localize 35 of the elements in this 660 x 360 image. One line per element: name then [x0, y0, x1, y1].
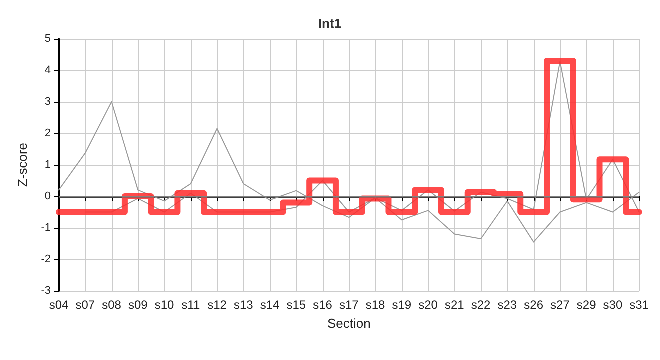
x-tick-label: s30: [603, 298, 623, 312]
x-tick-label: s18: [366, 298, 386, 312]
x-tick-label: s21: [444, 298, 465, 312]
y-tick-label: -1: [41, 222, 51, 234]
x-tick-label: s17: [339, 298, 360, 312]
x-tick-label: s16: [313, 298, 333, 312]
y-tick-label: 0: [44, 190, 51, 202]
x-tick-label: s10: [154, 298, 175, 312]
x-tick-label: s04: [49, 298, 69, 312]
y-tick-label: 4: [44, 64, 51, 76]
x-axis-title: Section: [327, 316, 371, 331]
y-axis-title: Z-score: [15, 142, 30, 188]
y-tick-label: 5: [44, 33, 51, 45]
x-tick-label: s15: [286, 298, 306, 312]
x-tick-label: s14: [260, 298, 280, 312]
x-tick-label: s29: [576, 298, 597, 312]
x-tick-label: s20: [418, 298, 438, 312]
x-tick-label: s31: [630, 298, 650, 312]
x-tick-label: s07: [76, 298, 96, 312]
y-tick-label: 1: [44, 159, 51, 171]
x-tick-label: s19: [392, 298, 412, 312]
x-tick-label: s27: [550, 298, 570, 312]
x-tick-label: s22: [471, 298, 492, 312]
x-tick-label: s23: [498, 298, 518, 312]
y-tick-label: -3: [41, 285, 51, 297]
y-tick-label: -2: [41, 254, 51, 266]
x-tick-label: s12: [208, 298, 228, 312]
x-tick-label: s13: [234, 298, 254, 312]
y-tick-label: 3: [44, 96, 51, 108]
x-tick-label: s08: [102, 298, 122, 312]
chart-title: Int1: [318, 16, 342, 31]
x-tick-label: s11: [182, 298, 200, 312]
x-tick-label: s26: [524, 298, 544, 312]
y-tick-label: 2: [44, 128, 51, 140]
x-tick-label: s09: [128, 298, 148, 312]
